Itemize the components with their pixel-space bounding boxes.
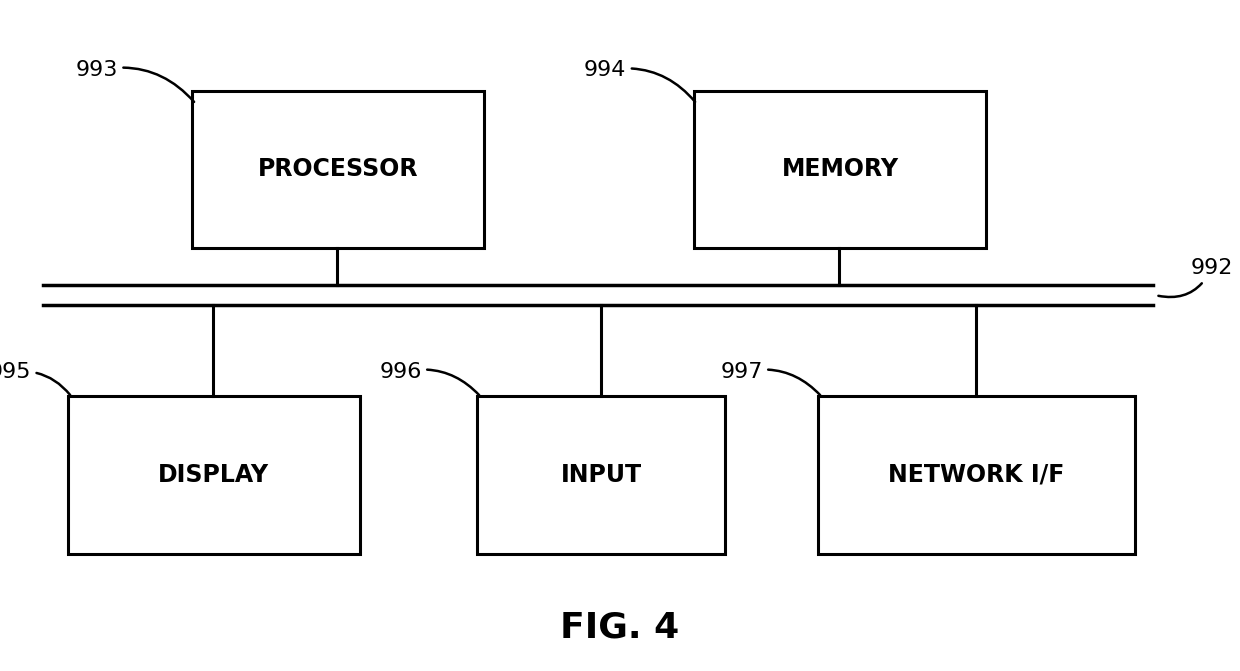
Text: 992: 992 [1158, 258, 1233, 297]
Text: MEMORY: MEMORY [781, 158, 899, 181]
Text: FIG. 4: FIG. 4 [560, 611, 680, 644]
FancyBboxPatch shape [694, 91, 986, 248]
FancyBboxPatch shape [68, 396, 360, 554]
FancyBboxPatch shape [477, 396, 725, 554]
Text: 995: 995 [0, 362, 71, 395]
Text: DISPLAY: DISPLAY [159, 463, 269, 486]
Text: INPUT: INPUT [560, 463, 642, 486]
FancyBboxPatch shape [818, 396, 1135, 554]
FancyBboxPatch shape [192, 91, 484, 248]
Text: NETWORK I/F: NETWORK I/F [888, 463, 1065, 486]
Text: 994: 994 [584, 60, 696, 102]
Text: 993: 993 [76, 60, 195, 102]
Text: PROCESSOR: PROCESSOR [258, 158, 418, 181]
Text: 997: 997 [720, 362, 820, 395]
Text: 996: 996 [379, 362, 479, 395]
